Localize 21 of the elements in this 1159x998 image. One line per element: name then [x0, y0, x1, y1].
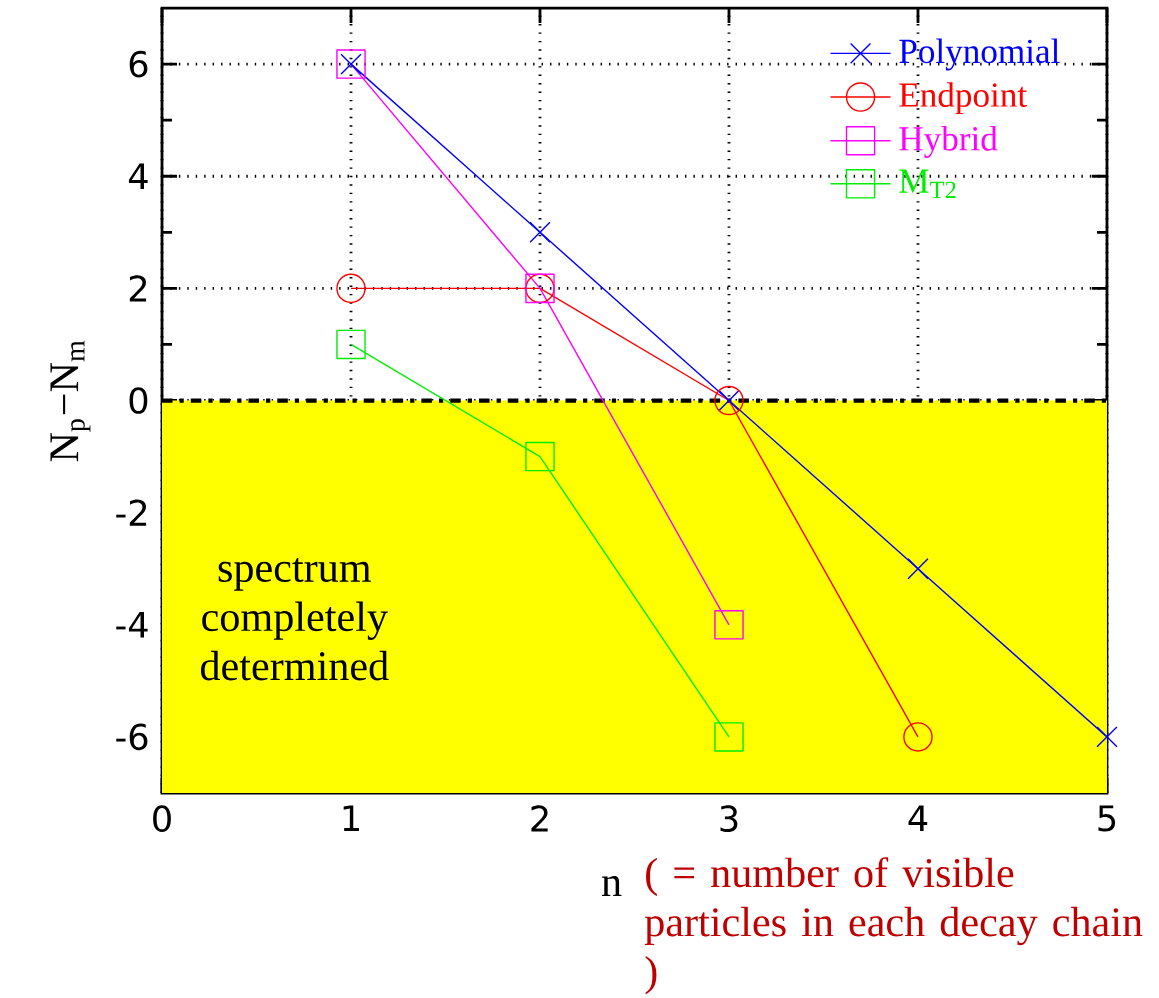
y-tick-label: 2	[129, 275, 147, 302]
x-axis-title: n	[601, 876, 622, 896]
x-tick-label: 5	[1098, 805, 1116, 832]
band-label: spectrum completely determined	[200, 557, 389, 681]
y-tick-label: -2	[116, 499, 147, 526]
legend-label: Polynomial	[899, 38, 1060, 71]
y-tick-label: -4	[116, 611, 148, 638]
y-tick-label: -6	[116, 723, 148, 751]
x-tick-label: 2	[531, 805, 548, 832]
text: ( = number of visible particles in each decay chain )	[644, 857, 1143, 995]
y-tick-label: 0	[129, 387, 148, 414]
y-tick-label: 6	[129, 50, 148, 78]
legend-label: Endpoint	[899, 82, 1027, 115]
x-tick-label: 4	[908, 805, 928, 832]
y-tick-label: 4	[128, 163, 148, 190]
x-tick-label: 0	[153, 805, 171, 832]
x-tick-label: 3	[720, 805, 738, 832]
legend-label: M$_{T2}$	[899, 169, 956, 198]
y-axis-title: N$_{p}$−N$_{m}$	[50, 340, 91, 462]
legend-label: Hybrid	[899, 125, 998, 158]
x-tick-label: 1	[343, 805, 359, 832]
